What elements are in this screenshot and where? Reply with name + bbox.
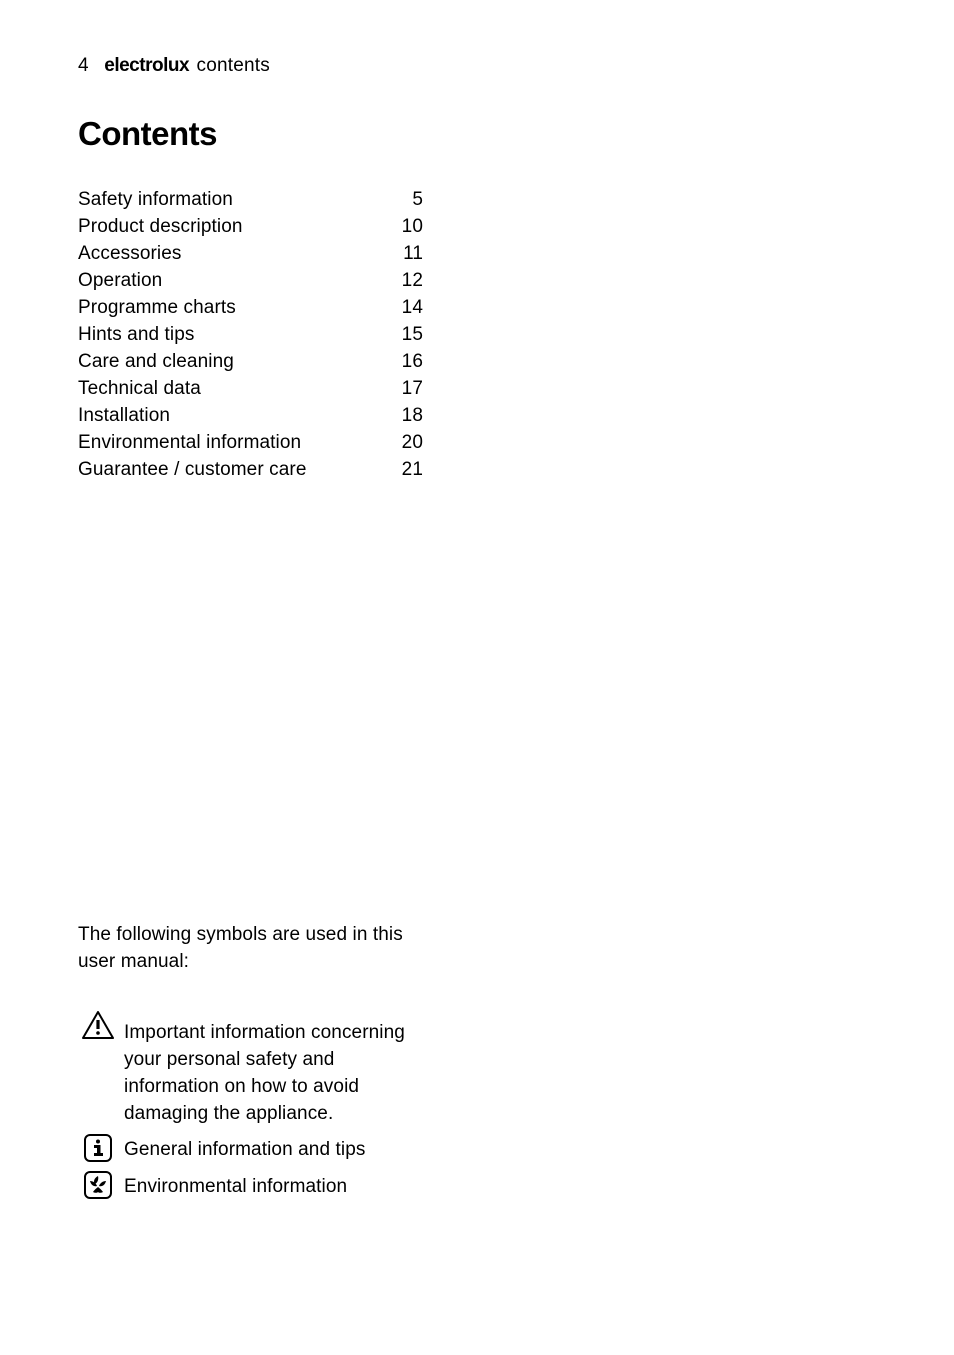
toc-row: Safety information 5 (78, 187, 423, 214)
toc-page: 16 (383, 349, 423, 376)
toc-page: 20 (383, 430, 423, 457)
toc-row: Installation 18 (78, 403, 423, 430)
toc-label: Guarantee / customer care (78, 457, 383, 484)
toc-page: 18 (383, 403, 423, 430)
brand-name: electrolux (104, 55, 189, 76)
symbols-intro: The following symbols are used in this u… (78, 922, 418, 976)
page-number: 4 (78, 55, 89, 76)
toc-row: Hints and tips 15 (78, 322, 423, 349)
symbol-row: Important information concerning your pe… (78, 1008, 876, 1128)
toc-page: 10 (383, 214, 423, 241)
toc-label: Environmental information (78, 430, 383, 457)
toc-label: Safety information (78, 187, 383, 214)
toc-page: 21 (383, 457, 423, 484)
toc-label: Care and cleaning (78, 349, 383, 376)
toc-row: Technical data 17 (78, 376, 423, 403)
toc-row: Product description 10 (78, 214, 423, 241)
toc-row: Accessories 11 (78, 241, 423, 268)
toc-page: 12 (383, 268, 423, 295)
warning-triangle-icon (78, 1008, 118, 1040)
toc-label: Product description (78, 214, 383, 241)
symbol-text: Important information concerning your pe… (118, 1008, 418, 1128)
eco-square-icon (78, 1168, 118, 1200)
toc-page: 17 (383, 376, 423, 403)
toc-row: Environmental information 20 (78, 430, 423, 457)
page-header: 4 electrolux contents (78, 55, 876, 77)
toc-row: Programme charts 14 (78, 295, 423, 322)
toc-page: 14 (383, 295, 423, 322)
toc-label: Technical data (78, 376, 383, 403)
info-square-icon (78, 1131, 118, 1163)
table-of-contents: Safety information 5 Product description… (78, 187, 423, 484)
toc-page: 15 (383, 322, 423, 349)
symbol-text: General information and tips (118, 1131, 418, 1164)
toc-page: 5 (383, 187, 423, 214)
toc-label: Hints and tips (78, 322, 383, 349)
symbol-row: General information and tips (78, 1131, 876, 1164)
toc-label: Installation (78, 403, 383, 430)
toc-row: Operation 12 (78, 268, 423, 295)
toc-page: 11 (383, 241, 423, 268)
section-label: contents (197, 55, 270, 76)
page-title: Contents (78, 115, 876, 153)
symbol-row: Environmental information (78, 1168, 876, 1201)
toc-row: Guarantee / customer care 21 (78, 457, 423, 484)
symbols-section: The following symbols are used in this u… (78, 922, 876, 1202)
toc-label: Operation (78, 268, 383, 295)
toc-row: Care and cleaning 16 (78, 349, 423, 376)
symbol-text: Environmental information (118, 1168, 418, 1201)
toc-label: Accessories (78, 241, 383, 268)
toc-label: Programme charts (78, 295, 383, 322)
